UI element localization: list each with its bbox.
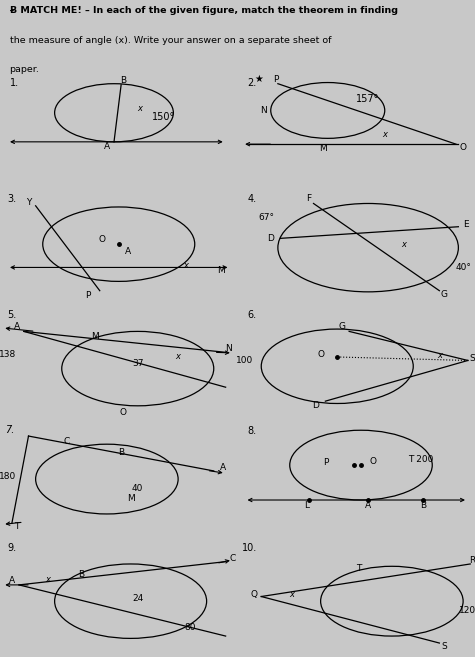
Text: 8.: 8. (247, 426, 256, 436)
Text: D: D (267, 234, 274, 243)
Text: A: A (365, 501, 371, 510)
Text: R: R (469, 556, 475, 565)
Text: x: x (176, 352, 180, 361)
Text: ★: ★ (255, 74, 263, 84)
Text: A: A (9, 576, 15, 585)
Text: N: N (260, 106, 267, 115)
Text: E: E (463, 220, 468, 229)
Text: 150°: 150° (152, 112, 175, 122)
Text: N: N (225, 344, 231, 353)
Text: B: B (118, 448, 124, 457)
Text: Y: Y (26, 198, 31, 207)
Text: S: S (470, 353, 475, 363)
Text: 138: 138 (0, 350, 16, 359)
Text: A: A (14, 322, 19, 331)
Text: 100: 100 (236, 356, 253, 365)
Text: G: G (339, 322, 345, 331)
Text: 7.: 7. (5, 425, 14, 435)
Text: P: P (273, 74, 278, 83)
Text: B: B (121, 76, 126, 85)
Text: F: F (306, 194, 311, 203)
Text: M: M (217, 267, 225, 275)
Text: M: M (91, 332, 99, 340)
Text: O: O (370, 457, 376, 466)
Text: 1.: 1. (10, 78, 19, 87)
Text: O: O (120, 408, 127, 417)
Text: 40°: 40° (455, 263, 471, 272)
Text: B: B (420, 501, 426, 510)
Text: Ƀ MATCH ME! – In each of the given figure, match the theorem in finding: Ƀ MATCH ME! – In each of the given figur… (10, 6, 398, 15)
Text: B: B (78, 570, 84, 579)
Text: T 200: T 200 (408, 455, 433, 464)
Text: O: O (317, 350, 324, 359)
Text: M: M (319, 145, 327, 153)
Text: G: G (441, 290, 447, 299)
Text: P: P (85, 291, 91, 300)
Text: 24: 24 (132, 595, 143, 603)
Text: the measure of angle (x). Write your answer on a separate sheet of: the measure of angle (x). Write your ans… (10, 36, 331, 45)
Text: C: C (63, 438, 70, 446)
Text: x: x (401, 240, 406, 248)
Text: 4.: 4. (247, 194, 256, 204)
Text: x: x (382, 130, 387, 139)
Text: 3.: 3. (7, 194, 17, 204)
Text: x: x (290, 590, 294, 599)
Text: S: S (441, 642, 447, 651)
Text: T: T (356, 564, 361, 572)
Text: A: A (125, 246, 131, 256)
Text: x: x (138, 104, 142, 113)
Text: 120: 120 (459, 606, 475, 615)
Text: L: L (304, 501, 309, 510)
Text: 40: 40 (132, 484, 143, 493)
Text: A: A (104, 142, 110, 151)
Text: 157°: 157° (356, 94, 380, 104)
Text: paper.: paper. (10, 65, 39, 74)
Text: 2.: 2. (247, 78, 256, 87)
Text: 5.: 5. (7, 310, 17, 320)
Text: T: T (14, 522, 19, 532)
Text: x: x (183, 261, 188, 269)
Text: 180: 180 (0, 472, 16, 481)
Text: 9.: 9. (7, 543, 17, 553)
Text: 37: 37 (132, 359, 143, 369)
Text: 6.: 6. (247, 310, 256, 320)
Text: 67°: 67° (258, 213, 274, 222)
Text: 10.: 10. (242, 543, 257, 553)
Text: Q: Q (251, 590, 257, 599)
Text: O: O (99, 235, 105, 244)
Text: C: C (229, 554, 236, 562)
Text: x: x (437, 351, 442, 360)
Text: 80: 80 (184, 623, 196, 633)
Text: M: M (127, 494, 134, 503)
Text: D: D (313, 401, 319, 411)
Text: P: P (323, 459, 328, 467)
Text: x: x (45, 575, 50, 583)
Text: O: O (460, 143, 466, 152)
Text: A: A (220, 463, 226, 472)
